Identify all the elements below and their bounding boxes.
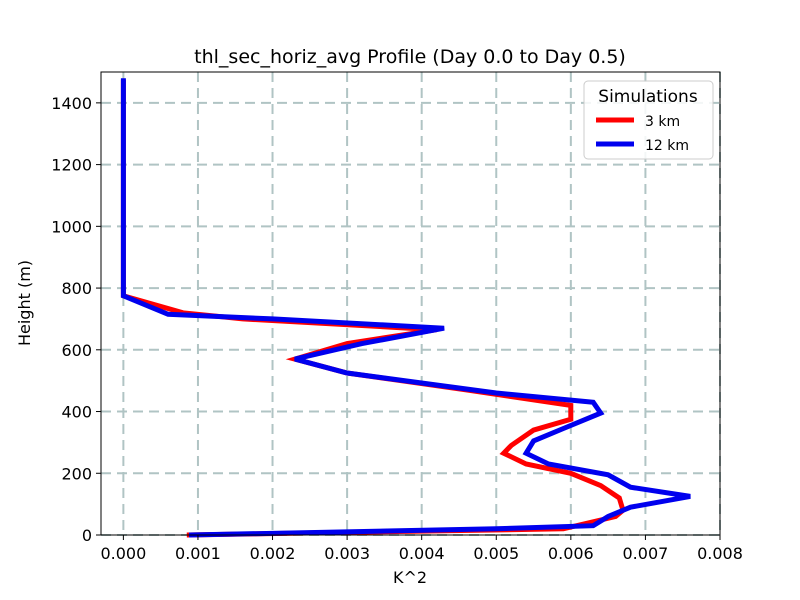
legend-box <box>583 80 714 160</box>
x-tick-label: 0.006 <box>548 544 594 563</box>
ticks: 0.000 0.001 0.002 0.003 0.004 0.005 0.006 0.007… <box>51 94 743 563</box>
legend-label-12km: 12 km <box>645 138 689 154</box>
legend: Simulations 3 km 12 km <box>583 80 714 160</box>
y-tick-label: 200 <box>61 464 92 483</box>
x-axis-label: K^2 <box>393 568 427 587</box>
y-tick-label: 400 <box>61 403 92 422</box>
y-tick-label: 600 <box>61 341 92 360</box>
x-tick-label: 0.007 <box>623 544 669 563</box>
x-tick-label: 0.002 <box>250 544 296 563</box>
y-tick-label: 1200 <box>51 156 92 175</box>
x-tick-label: 0.001 <box>175 544 221 563</box>
legend-title: Simulations <box>598 87 698 107</box>
y-tick-label: 0 <box>82 526 92 545</box>
series-lines <box>120 78 691 538</box>
x-tick-label: 0.003 <box>324 544 370 563</box>
y-tick-label: 1400 <box>51 94 92 113</box>
legend-label-3km: 3 km <box>645 114 680 130</box>
x-tick-label: 0.008 <box>697 544 743 563</box>
x-tick-label: 0.004 <box>399 544 445 563</box>
plot-frame <box>100 71 721 536</box>
y-tick-label: 1000 <box>51 217 92 236</box>
series-line-12km <box>120 78 691 538</box>
y-axis-label: Height (m) <box>15 260 34 346</box>
chart-title: thl_sec_horiz_avg Profile (Day 0.0 to Da… <box>194 46 626 68</box>
y-tick-label: 800 <box>61 279 92 298</box>
x-tick-label: 0.000 <box>100 544 146 563</box>
series-line-3km <box>120 79 626 538</box>
x-tick-label: 0.005 <box>473 544 519 563</box>
